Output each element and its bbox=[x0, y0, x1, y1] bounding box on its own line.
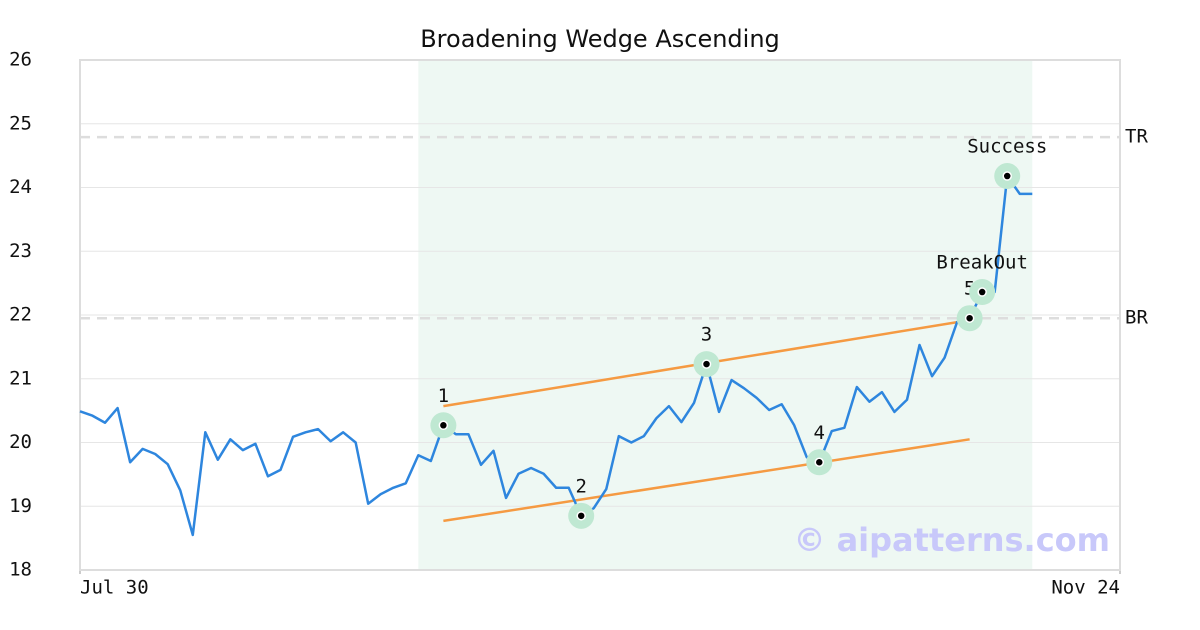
chart-title: Broadening Wedge Ascending bbox=[420, 25, 780, 53]
y-tick-label: 21 bbox=[9, 367, 32, 389]
y-tick-label: 24 bbox=[9, 176, 32, 198]
y-tick-label: 19 bbox=[9, 495, 32, 517]
pattern-label: 2 bbox=[575, 475, 586, 497]
level-label: BR bbox=[1125, 307, 1148, 329]
pattern-point bbox=[1002, 171, 1012, 181]
x-tick-label: Nov 24 bbox=[1051, 577, 1120, 599]
y-tick-label: 26 bbox=[9, 49, 32, 71]
pattern-point bbox=[576, 511, 586, 521]
pattern-label: 3 bbox=[701, 324, 712, 346]
pattern-point bbox=[964, 313, 975, 323]
level-label: TR bbox=[1125, 126, 1148, 148]
pattern-point bbox=[438, 420, 449, 431]
pattern-point bbox=[977, 287, 987, 297]
watermark: © aipatterns.com bbox=[793, 521, 1110, 559]
y-tick-label: 23 bbox=[9, 240, 32, 262]
pattern-label: Success bbox=[967, 136, 1047, 158]
trendline bbox=[443, 438, 970, 523]
pattern-label: 4 bbox=[814, 422, 825, 444]
price-line bbox=[79, 174, 1033, 537]
y-tick-label: 18 bbox=[9, 559, 32, 581]
y-tick-label: 20 bbox=[9, 431, 32, 453]
pattern-point bbox=[701, 359, 712, 369]
x-tick-label: Jul 30 bbox=[80, 577, 149, 599]
pattern-label: 1 bbox=[438, 385, 449, 407]
plot-border bbox=[79, 59, 1121, 571]
y-tick-label: 22 bbox=[9, 304, 32, 326]
pattern-label: BreakOut bbox=[936, 252, 1028, 274]
y-tick-label: 25 bbox=[9, 112, 32, 134]
pattern-point bbox=[814, 457, 825, 468]
